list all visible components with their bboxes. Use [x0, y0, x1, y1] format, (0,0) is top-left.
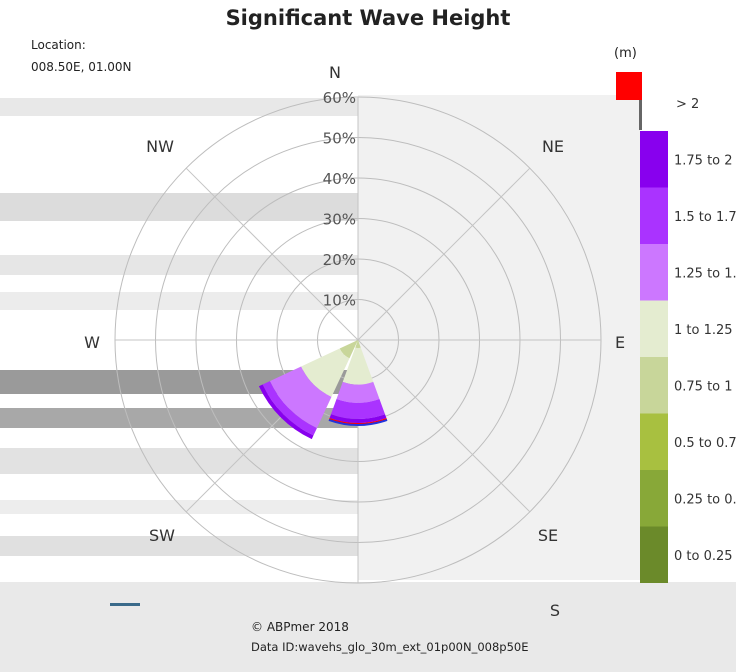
legend-label: 1 to 1.25 [674, 323, 733, 338]
legend-swatch [640, 357, 668, 414]
data-id-text: Data ID:wavehs_glo_30m_ext_01p00N_008p50… [251, 640, 529, 654]
radial-tick-label: 30% [323, 211, 356, 229]
sector-s-bin-3 [355, 340, 361, 349]
sector-sw-bin-5 [269, 366, 332, 429]
legend-swatch [640, 413, 668, 470]
direction-label-w: W [84, 333, 100, 352]
radial-tick-label: 50% [323, 130, 356, 148]
legend-swatch [640, 244, 668, 301]
direction-label-ne: NE [542, 137, 564, 156]
legend-label: 0.75 to 1 [674, 379, 733, 394]
grid-spoke [357, 167, 531, 341]
legend-swatch [640, 300, 668, 357]
sector-sw-bin-7 [258, 384, 314, 440]
legend-swatch [640, 526, 668, 583]
sector-s-bin-4 [342, 347, 374, 385]
legend-swatch-gt2 [616, 72, 642, 100]
direction-label-s: S [550, 601, 560, 620]
polar-grid [114, 96, 602, 584]
chart-title: Significant Wave Height [225, 6, 511, 30]
sector-sw-bin-3 [339, 340, 358, 359]
sector-s-edge [328, 418, 388, 427]
legend-label: 0 to 0.25 [674, 549, 733, 564]
direction-labels: N NE E SE S SW W NW [84, 63, 625, 620]
legend-swatch [640, 131, 668, 188]
radial-tick-label: 10% [323, 292, 356, 310]
radial-tick-label: 40% [323, 170, 356, 188]
direction-label-sw: SW [149, 526, 175, 545]
legend-label: 0.25 to 0.5 [674, 492, 736, 507]
direction-label-se: SE [538, 526, 558, 545]
legend-swatch [640, 470, 668, 527]
legend-label-gt2: > 2 [676, 97, 699, 112]
direction-label-n: N [329, 63, 341, 82]
legend-label: 1.75 to 2 [674, 153, 733, 168]
sector-s-bin-7 [329, 414, 387, 424]
radial-tick-labels: 10% 20% 30% 40% 50% 60% [323, 89, 356, 310]
legend-unit: (m) [614, 46, 637, 61]
legend-label: 0.5 to 0.75 [674, 436, 736, 451]
grid-spoke [357, 339, 531, 513]
sector-s-bin-6 [330, 398, 386, 419]
sector-sw-bin-4 [301, 348, 350, 397]
radial-tick-label: 20% [323, 251, 356, 269]
radial-tick-label: 60% [323, 89, 356, 107]
direction-label-e: E [615, 333, 625, 352]
grid-spoke [185, 167, 359, 341]
copyright-text: © ABPmer 2018 [251, 620, 349, 634]
legend-label: 1.25 to 1.5 [674, 266, 736, 281]
glitch-background [0, 95, 736, 672]
location-label: Location: [31, 38, 86, 52]
location-value: 008.50E, 01.00N [31, 60, 132, 74]
legend-label: 1.5 to 1.75 [674, 210, 736, 225]
legend: > 2 1.75 to 2 1.5 to 1.75 1.25 to 1.5 1 to 1… [616, 72, 736, 583]
direction-sectors [258, 340, 388, 440]
legend-swatch [640, 187, 668, 244]
sector-sw-bin-6 [262, 381, 317, 436]
direction-label-nw: NW [146, 137, 174, 156]
sector-s-bin-5 [336, 381, 380, 403]
legend-marker [639, 100, 642, 130]
